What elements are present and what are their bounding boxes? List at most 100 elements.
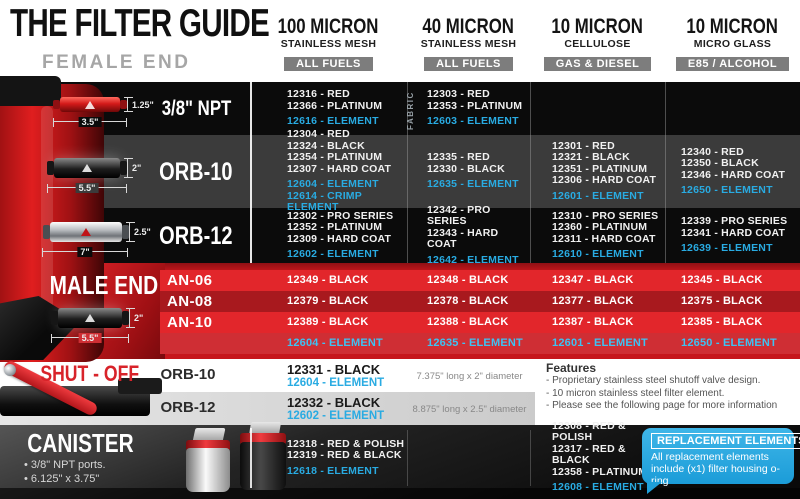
part-number: 12307 - HARD COAT — [287, 162, 392, 175]
part-number: 12340 - RED — [681, 145, 744, 158]
row-bg-orb10 — [0, 135, 800, 208]
canister-photo-black — [240, 442, 286, 490]
cell-orb10-100micron: 12304 - RED 12324 - BLACK 12354 - PLATINUM… — [250, 129, 407, 213]
part-number: 12353 - PLATINUM — [427, 99, 523, 112]
cell-canister-100micron: 12318 - RED & POLISH 12319 - RED & BLACK 1… — [250, 428, 407, 488]
part-number: 12385 - BLACK — [681, 316, 763, 328]
column-header-40-micron: 40 MICRON STAINLESS MESH ALL FUELS — [407, 16, 530, 72]
feature-item: - Proprietary stainless steel shutoff va… — [546, 375, 761, 386]
cell-npt-40micron: 12303 - RED 12353 - PLATINUM 12603 - ELEME… — [407, 82, 530, 135]
element-number: 12604 - ELEMENT — [287, 377, 385, 389]
column-header-100-micron: 100 MICRON STAINLESS MESH ALL FUELS — [250, 16, 407, 72]
male-row-an10: AN-10 12389 - BLACK 12388 - BLACK 12387 … — [160, 312, 800, 333]
cell-canister-cellulose: 12308 - RED & POLISH 12317 - RED & BLACK 1… — [530, 420, 665, 493]
cell-orb10-40micron: 12335 - RED 12330 - BLACK 12635 - ELEMENT — [407, 135, 530, 208]
part-number: 12387 - BLACK — [552, 316, 634, 328]
height-dimension: 2" — [124, 158, 141, 178]
part-number: 12360 - PLATINUM — [552, 221, 648, 233]
male-row-an06: AN-06 12349 - BLACK 12348 - BLACK 12347 … — [160, 270, 800, 291]
part-number: 12310 - PRO SERIES — [552, 209, 659, 222]
row-bg-orb12 — [0, 208, 800, 263]
part-number: 12348 - BLACK — [427, 274, 509, 286]
divider — [407, 430, 408, 486]
part-number: 12308 - RED & POLISH — [552, 419, 626, 443]
length-dimension: 7" — [42, 247, 128, 257]
canister-photo-polish — [186, 448, 230, 492]
divider — [665, 82, 666, 263]
canister-bullet: 3/8" NPT ports. — [24, 459, 106, 471]
cell-orb12-100micron: 12302 - PRO SERIES 12352 - PLATINUM 12309 … — [250, 208, 407, 263]
part-number: 12377 - BLACK — [552, 295, 634, 307]
divider — [250, 428, 252, 488]
element-number: 12610 - ELEMENT — [552, 248, 644, 260]
part-number: 12319 - RED & BLACK — [287, 449, 402, 462]
column-media: MICRO GLASS — [693, 38, 772, 50]
cell-orb12-cellulose: 12310 - PRO SERIES 12360 - PLATINUM 12311 … — [530, 208, 665, 263]
part-number: 12303 - RED — [427, 88, 490, 101]
column-media: CELLULOSE — [564, 38, 631, 50]
part-number: 12345 - BLACK — [681, 274, 763, 286]
features-block: Features - Proprietary stainless steel s… — [546, 361, 777, 413]
part-number: 12358 - PLATINUM — [552, 465, 648, 478]
element-number: 12608 - ELEMENT — [552, 481, 644, 493]
height-dimension: 2.5" — [126, 222, 151, 242]
part-number: 12388 - BLACK — [427, 316, 509, 328]
column-media: STAINLESS MESH — [420, 38, 517, 50]
element-number: 12618 - ELEMENT — [287, 464, 379, 477]
column-header-10-micron-cellulose: 10 MICRON CELLULOSE GAS & DIESEL — [530, 16, 665, 72]
shutoff-row-label-orb10: ORB-10 — [160, 366, 216, 383]
element-number: 12635 - ELEMENT — [427, 337, 523, 349]
length-dimension: 3.5" — [53, 117, 127, 127]
page-title-text: THE FILTER GUIDE — [10, 2, 270, 45]
part-number: 12309 - HARD COAT — [287, 232, 392, 245]
part-number: 12317 - RED & BLACK — [552, 442, 626, 466]
part-number: 12350 - BLACK — [681, 157, 759, 169]
feature-item: - Please see the following page for more… — [546, 400, 778, 411]
part-number: 12349 - BLACK — [287, 274, 369, 286]
replacement-elements-title: REPLACEMENT ELEMENTS — [651, 433, 800, 449]
fuel-badge: GAS & DIESEL — [530, 54, 665, 72]
part-number: 12306 - HARD COAT — [552, 174, 657, 187]
female-end-subtitle: FEMALE END — [42, 52, 191, 73]
part-number: 12347 - BLACK — [552, 274, 634, 286]
part-number: 12311 - HARD COAT — [552, 232, 656, 245]
part-number: 12378 - BLACK — [427, 295, 509, 307]
male-end-title: MALE END — [49, 270, 159, 300]
divider — [530, 430, 531, 486]
part-number: 12341 - HARD COAT — [681, 226, 786, 239]
male-row-an08: AN-08 12379 - BLACK 12378 - BLACK 12377 … — [160, 291, 800, 312]
divider — [530, 82, 531, 263]
aeromotive-logo-icon — [85, 314, 95, 322]
replacement-elements-callout: REPLACEMENT ELEMENTS All replacement ele… — [642, 428, 800, 494]
fuel-badge: ALL FUELS — [250, 54, 407, 72]
element-number: 12602 - ELEMENT — [287, 248, 379, 260]
length-dimension: 5.5" — [47, 183, 127, 193]
shutoff-parts-orb10: 12331 - BLACK 12604 - ELEMENT — [287, 361, 384, 392]
canister-title: CANISTER — [27, 428, 134, 458]
element-number: 12604 - ELEMENT — [287, 178, 379, 191]
canister-cap-red — [186, 440, 230, 451]
part-number: 12302 - PRO SERIES — [287, 209, 394, 222]
cell-orb12-microglass: 12339 - PRO SERIES 12341 - HARD COAT 12639… — [665, 208, 800, 263]
divider — [250, 82, 252, 263]
part-number: 12318 - RED & POLISH — [287, 437, 405, 450]
replacement-elements-body: All replacement elements include (x1) fi… — [651, 451, 780, 487]
element-number: 12642 - ELEMENT — [427, 253, 519, 266]
aeromotive-logo-icon — [81, 228, 91, 236]
row-label-orb12: ORB-12 — [159, 222, 233, 250]
cell-npt-100micron: 12316 - RED 12366 - PLATINUM 12616 - ELEME… — [250, 82, 407, 135]
part-number: 12339 - PRO SERIES — [681, 215, 788, 228]
element-number: 12602 - ELEMENT — [287, 410, 385, 422]
part-number: 12351 - PLATINUM — [552, 162, 648, 175]
cell-orb10-cellulose: 12301 - RED 12321 - BLACK 12351 - PLATINUM… — [530, 135, 665, 208]
column-micron: 10 MICRON — [686, 15, 779, 38]
column-micron: 40 MICRON — [422, 15, 515, 38]
element-number: 12650 - ELEMENT — [681, 337, 777, 349]
fuel-badge: ALL FUELS — [407, 54, 530, 72]
column-micron: 10 MICRON — [551, 15, 644, 38]
part-number: 12324 - BLACK — [287, 139, 365, 152]
male-row-label: AN-06 — [167, 272, 213, 289]
part-number: 12352 - PLATINUM — [287, 221, 383, 233]
element-number: 12603 - ELEMENT — [427, 115, 519, 128]
